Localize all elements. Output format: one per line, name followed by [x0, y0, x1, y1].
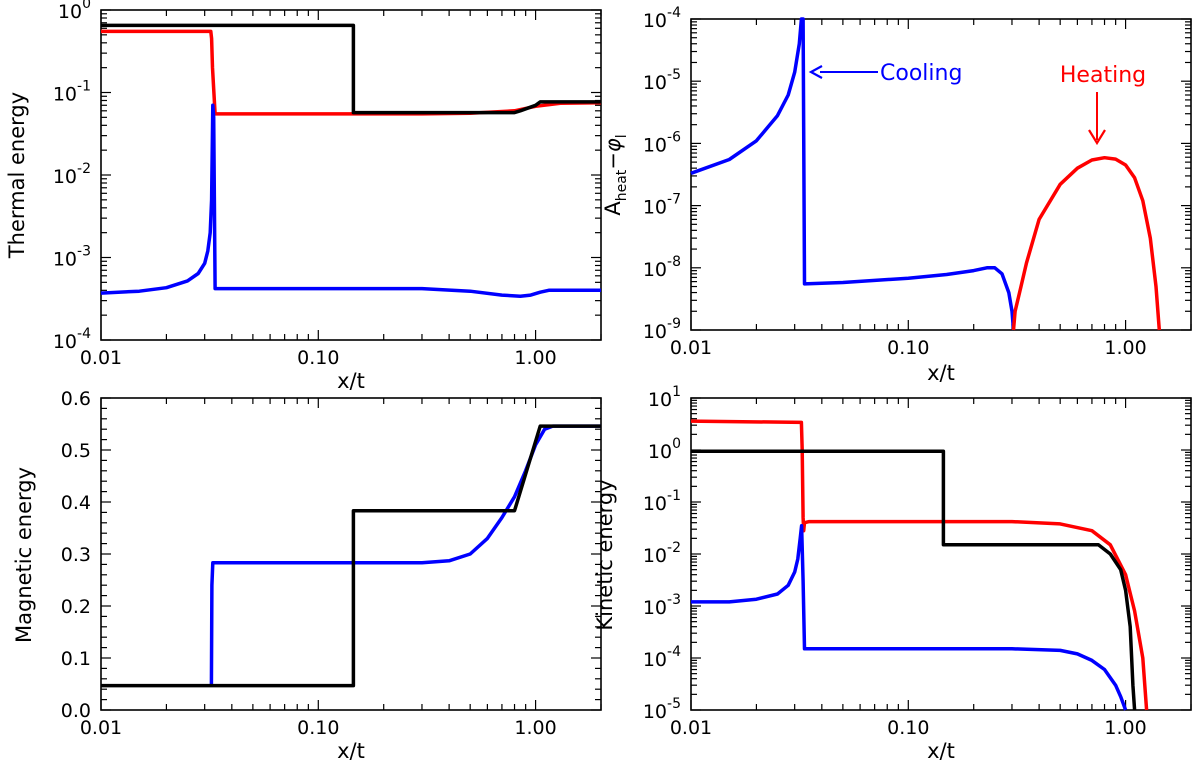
panel-magnetic: 0.01 0.10 1.00 0.0 0.1 0.2 0.3 0.4 0.5 0.6 x/t Ma… [12, 388, 602, 763]
y-tick-label: 10-8 [643, 254, 681, 281]
x-tick-label: 0.10 [887, 717, 929, 739]
cooling-arrow-head [808, 65, 823, 79]
x-tick-label: 0.10 [887, 337, 929, 359]
y-tick-label: 10-3 [643, 592, 681, 619]
y-label-minus: − [601, 152, 625, 170]
annotation-cooling: Cooling [808, 61, 962, 86]
x-tick-label: 0.01 [670, 337, 712, 359]
plot-frame [100, 9, 602, 341]
y-label-a: A [601, 201, 625, 216]
panel-thermal: 0.01 0.10 1.00 10-4 10-3 10-2 10-1 100 x/t Ther… [5, 0, 602, 393]
series-black-line [101, 424, 601, 688]
heating-arrow-head [1088, 129, 1106, 146]
y-tick-label: 0.1 [61, 648, 91, 670]
y-tick-label: 10-9 [643, 316, 681, 343]
x-axis-label: x/t [927, 739, 955, 763]
y-tick-label: 10-1 [53, 79, 91, 106]
heating-label: Heating [1060, 63, 1146, 88]
x-tick-label: 1.00 [1104, 337, 1146, 359]
x-axis-label: x/t [337, 739, 365, 763]
series-group [100, 23, 602, 298]
y-tick-label: 10-7 [643, 192, 681, 219]
y-tick-label: 10-5 [643, 67, 681, 94]
y-tick-label: 0.0 [61, 700, 91, 722]
x-axis-label: x/t [927, 361, 955, 385]
series-blue-line [209, 424, 601, 687]
y-label-phi: φ [601, 138, 625, 152]
y-tick-label: 0.5 [61, 440, 91, 462]
ticks: 0.01 0.10 1.00 0.0 0.1 0.2 0.3 0.4 0.5 0.6 [61, 388, 602, 739]
series-blue-line [691, 523, 1128, 711]
x-tick-label: 1.00 [514, 347, 556, 369]
y-tick-label: 10-4 [643, 644, 681, 671]
ticks: 0.01 0.10 1.00 10-4 10-3 10-2 10-1 100 [53, 0, 602, 369]
y-axis-label: Aheat−φl [601, 134, 630, 215]
series-blue-line [100, 103, 601, 298]
series-black-line [101, 23, 601, 115]
y-tick-label: 10-4 [53, 326, 91, 353]
series-black-line [691, 449, 1137, 711]
y-tick-label: 10-4 [643, 5, 681, 32]
panel-kinetic: 0.01 0.10 1.00 10-5 10-4 10-3 10-2 10-1 100 101 x… [593, 384, 1192, 763]
y-tick-label: 10-1 [643, 488, 681, 515]
y-tick-label: 101 [648, 384, 681, 411]
y-tick-label: 0.6 [61, 388, 91, 410]
series-blue-line [690, 17, 1016, 331]
y-tick-label: 0.3 [61, 544, 91, 566]
panel-aheat: 0.01 0.10 1.00 10-9 10-8 10-7 10-6 10-5 10-4 x/t… [601, 5, 1192, 385]
series-red-line [101, 29, 602, 116]
y-tick-label: 100 [648, 436, 681, 463]
ticks: 0.01 0.10 1.00 10-9 10-8 10-7 10-6 10-5 10-4 [643, 5, 1192, 359]
series-red-line [690, 419, 1149, 711]
y-label-l: l [614, 134, 630, 138]
y-tick-label: 10-2 [643, 540, 681, 567]
series-group [101, 424, 601, 688]
y-axis-label: Kinetic energy [593, 479, 617, 630]
y-tick-label: 10-6 [643, 129, 681, 156]
y-label-heat: heat [614, 169, 630, 201]
x-tick-label: 1.00 [514, 717, 556, 739]
y-tick-label: 10-5 [643, 696, 681, 723]
y-tick-label: 10-2 [53, 161, 91, 188]
x-tick-label: 1.00 [1104, 717, 1146, 739]
y-axis-label: Thermal energy [5, 92, 29, 259]
y-tick-label: 0.4 [61, 492, 91, 514]
y-tick-label: 0.2 [61, 596, 91, 618]
y-axis-label: Magnetic energy [12, 467, 36, 643]
plot-frame [690, 18, 1192, 331]
x-tick-label: 0.01 [80, 347, 122, 369]
series-group [690, 17, 1162, 331]
x-tick-label: 0.01 [80, 717, 122, 739]
cooling-label: Cooling [880, 61, 962, 86]
y-tick-label: 100 [58, 0, 91, 23]
plot-frame [100, 397, 602, 711]
x-tick-label: 0.01 [670, 717, 712, 739]
ticks: 0.01 0.10 1.00 10-5 10-4 10-3 10-2 10-1 100 101 [643, 384, 1192, 739]
x-axis-label: x/t [337, 369, 365, 393]
series-red-line [1011, 155, 1162, 331]
y-tick-label: 10-3 [53, 244, 91, 271]
series-group [690, 419, 1149, 711]
x-tick-label: 0.10 [297, 347, 339, 369]
x-tick-label: 0.10 [297, 717, 339, 739]
annotation-heating: Heating [1060, 63, 1146, 146]
